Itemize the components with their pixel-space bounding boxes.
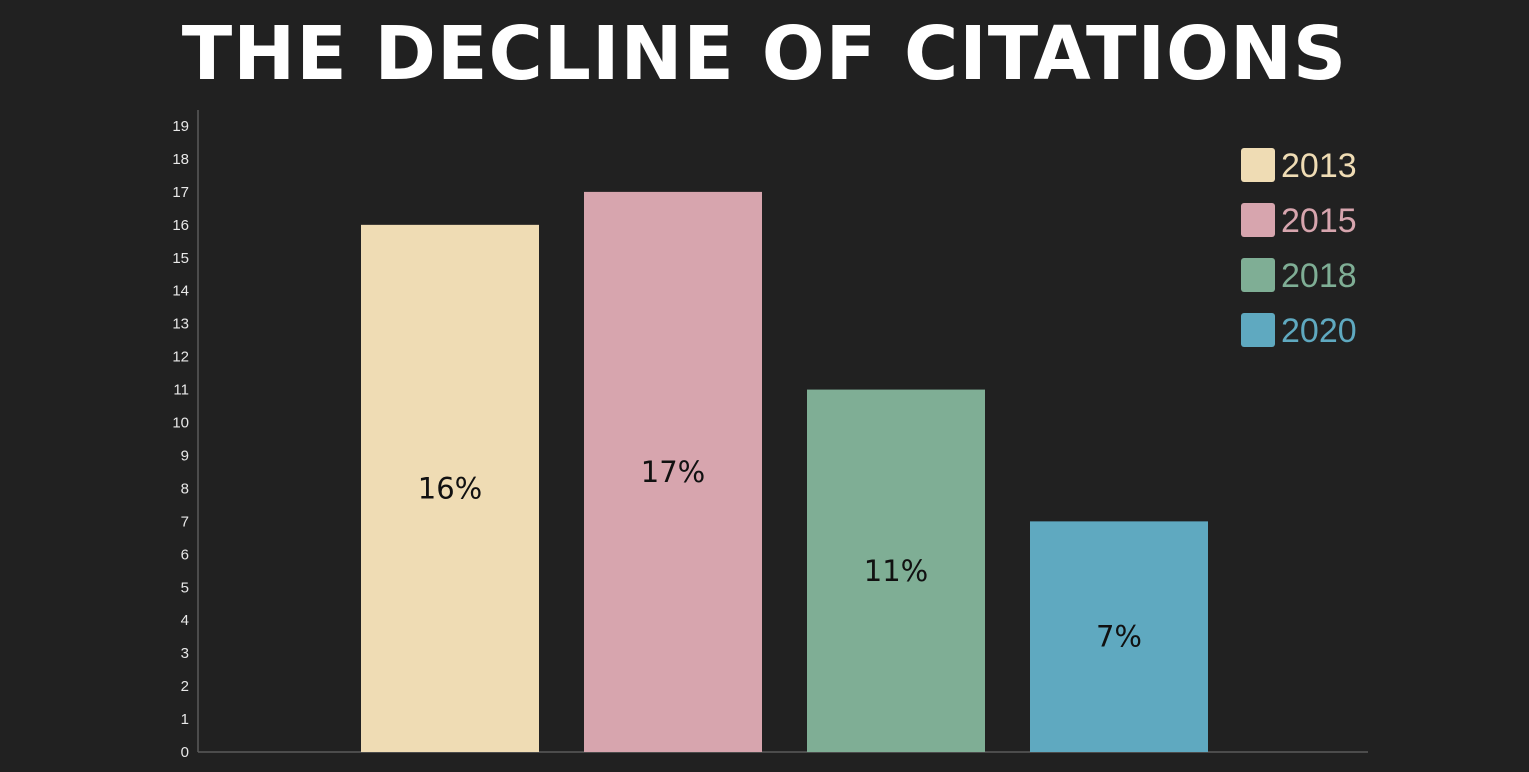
data-label-2015: 17% bbox=[641, 455, 705, 489]
y-tick-label: 16 bbox=[172, 217, 189, 234]
legend-swatch-2020 bbox=[1241, 313, 1275, 347]
y-tick-label: 4 bbox=[181, 612, 189, 629]
y-tick-label: 14 bbox=[172, 283, 189, 300]
legend-swatch-2013 bbox=[1241, 148, 1275, 182]
legend-label-2015: 2015 bbox=[1281, 202, 1357, 240]
bar-2015 bbox=[584, 191, 762, 753]
legend: 2013 2015 2018 2020 bbox=[1241, 147, 1357, 350]
data-label-2018: 11% bbox=[864, 554, 928, 588]
bar-2013 bbox=[361, 224, 539, 752]
legend-label-2013: 2013 bbox=[1281, 147, 1357, 185]
y-tick-label: 13 bbox=[172, 316, 189, 333]
chart-title: THE DECLINE OF CITATIONS bbox=[181, 11, 1348, 97]
legend-swatch-2018 bbox=[1241, 258, 1275, 292]
y-tick-label: 3 bbox=[181, 645, 189, 662]
y-tick-label: 18 bbox=[172, 151, 189, 168]
y-tick-label: 9 bbox=[181, 447, 189, 464]
data-label-2013: 16% bbox=[418, 471, 482, 505]
y-tick-label: 17 bbox=[172, 184, 189, 201]
y-tick-label: 10 bbox=[172, 415, 189, 432]
y-tick-label: 15 bbox=[172, 250, 189, 267]
legend-label-2020: 2020 bbox=[1281, 312, 1357, 350]
bars bbox=[361, 191, 1208, 753]
y-tick-label: 0 bbox=[181, 744, 189, 761]
legend-swatch-2015 bbox=[1241, 203, 1275, 237]
y-tick-label: 2 bbox=[181, 678, 189, 695]
y-tick-label: 12 bbox=[172, 349, 189, 366]
y-tick-label: 5 bbox=[181, 579, 189, 596]
y-tick-label: 11 bbox=[173, 382, 189, 399]
y-tick-label: 19 bbox=[172, 118, 189, 135]
y-tick-label: 1 bbox=[181, 711, 189, 728]
bar-2020 bbox=[1030, 521, 1208, 752]
y-tick-label: 6 bbox=[181, 546, 189, 563]
y-tick-label: 7 bbox=[181, 513, 189, 530]
data-label-2020: 7% bbox=[1096, 620, 1142, 654]
bar-2018 bbox=[807, 389, 985, 752]
legend-label-2018: 2018 bbox=[1281, 257, 1357, 295]
data-labels: 16% 17% 11% 7% bbox=[418, 455, 1142, 654]
y-tick-label: 8 bbox=[181, 480, 189, 497]
